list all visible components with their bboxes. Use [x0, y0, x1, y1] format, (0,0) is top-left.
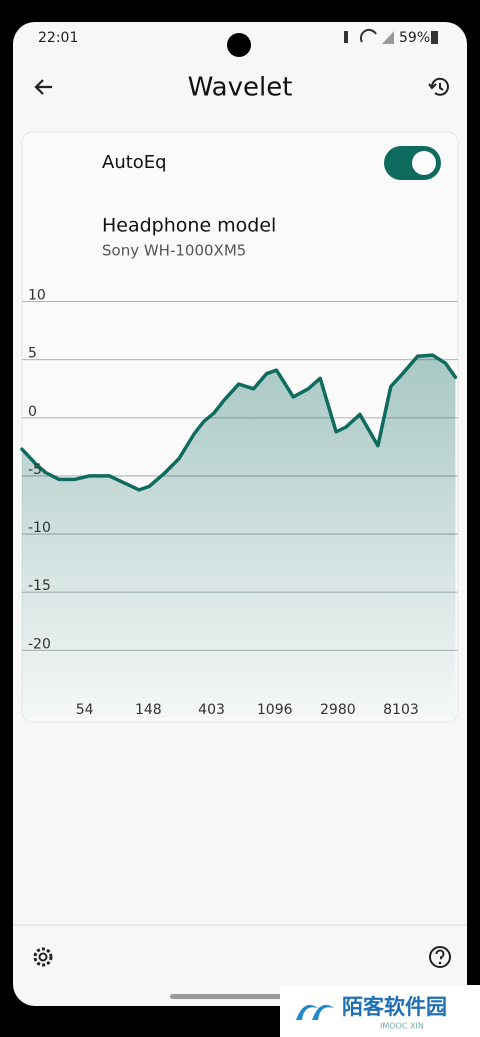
back-button[interactable] — [34, 79, 52, 95]
y-tick-label: -20 — [28, 636, 51, 652]
y-tick-label: -15 — [28, 578, 51, 594]
gesture-bar — [170, 994, 310, 999]
settings-button[interactable] — [33, 947, 53, 967]
x-tick-label: 403 — [198, 702, 225, 718]
watermark-box — [280, 985, 480, 1037]
x-tick-label: 8103 — [383, 702, 419, 718]
battery-text: 59% — [399, 30, 430, 46]
autoeq-toggle[interactable] — [384, 146, 441, 180]
eq-area — [22, 355, 456, 718]
x-tick-label: 54 — [76, 702, 94, 718]
y-tick-label: -5 — [28, 462, 42, 478]
y-tick-label: 0 — [28, 404, 37, 420]
autoeq-label: AutoEq — [102, 152, 167, 173]
y-tick-label: -10 — [28, 520, 51, 536]
battery-icon — [431, 31, 438, 44]
watermark-logo — [296, 1004, 334, 1020]
eq-curve — [20, 353, 458, 492]
status-icons — [344, 28, 438, 44]
y-tick-label: 5 — [28, 346, 37, 362]
model-heading[interactable]: Headphone model — [102, 215, 276, 237]
signal-icon — [382, 31, 394, 44]
x-tick-label: 148 — [135, 702, 162, 718]
x-tick-label: 1096 — [257, 702, 293, 718]
toggle-thumb[interactable] — [412, 151, 436, 175]
eq-chart: 10 5 0 -5 -10 -15 -20 54 148 403 1096 2980 8103 — [20, 288, 458, 718]
x-tick-label: 2980 — [320, 702, 356, 718]
bt-icon — [344, 31, 348, 43]
wifi-icon — [359, 28, 377, 43]
y-tick-label: 10 — [28, 288, 46, 304]
camera — [227, 33, 251, 57]
status-time: 22:01 — [38, 30, 78, 46]
watermark-sub: IMOOC XIN — [380, 1022, 424, 1031]
reset-button[interactable] — [428, 77, 449, 96]
app-title: Wavelet — [188, 73, 293, 103]
help-button[interactable] — [429, 946, 451, 968]
model-name[interactable]: Sony WH-1000XM5 — [102, 242, 246, 260]
watermark-name: 陌客软件园 — [342, 995, 447, 1019]
